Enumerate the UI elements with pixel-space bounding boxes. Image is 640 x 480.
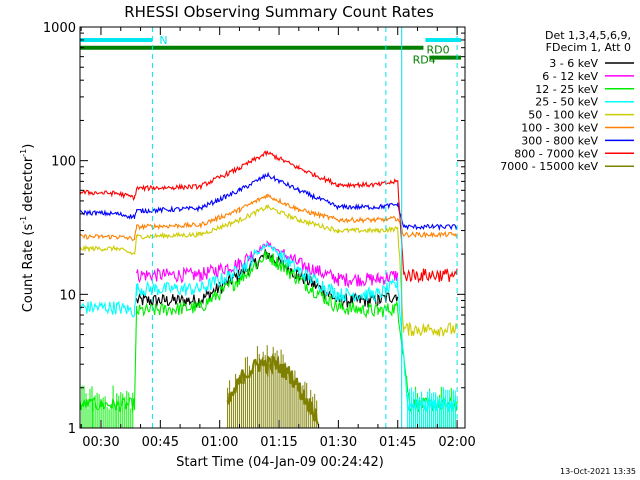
timestamp: 13-Oct-2021 13:35	[560, 467, 636, 476]
series-3-6-kev	[136, 248, 399, 308]
series-25-50-kev	[79, 242, 458, 428]
series-spikes-25-50-kev	[407, 386, 456, 428]
legend-header-line-1: Det 1,3,4,5,6,9,	[545, 29, 631, 42]
series-line-800-7000-kev	[79, 150, 458, 284]
y-axis-title-part-3: )	[21, 144, 36, 149]
series-line-3-6-kev	[136, 248, 399, 308]
series-300-800-kev	[79, 171, 458, 232]
legend-label-800-7000-kev: 800 - 7000 keV	[514, 147, 598, 160]
y-axis-title: Count Rate (s-1 detector-1)	[19, 144, 36, 313]
series-800-7000-kev	[79, 150, 458, 284]
x-tick-label-0030: 00:30	[82, 435, 119, 450]
series-6-12-kev	[136, 239, 399, 289]
y-axis-title-part-2: detector	[21, 156, 36, 216]
legend-label-6-12-kev: 6 - 12 keV	[542, 70, 598, 83]
x-tick-label-0200: 02:00	[438, 435, 475, 450]
y-axis-title-sup-2: -1	[19, 149, 28, 157]
series-line-300-800-kev	[79, 171, 458, 232]
legend-label-300-800-kev: 300 - 800 keV	[521, 134, 598, 147]
x-axis-title: Start Time (04-Jan-09 00:24:42)	[176, 455, 384, 470]
x-tick-label-0045: 00:45	[142, 435, 179, 450]
annotation-label-n: N	[159, 34, 167, 47]
series-50-100-kev	[79, 203, 458, 337]
legend-label-50-100-kev: 50 - 100 keV	[528, 109, 598, 122]
x-tick-label-0100: 01:00	[201, 435, 238, 450]
y-tick-label-1000: 1000	[43, 21, 76, 36]
annotation-label-rd4: RD4	[413, 54, 436, 67]
series-line-12-25-kev	[79, 250, 458, 413]
legend-label-100-300-kev: 100 - 300 keV	[521, 122, 598, 135]
series-line-100-300-kev	[79, 193, 458, 242]
series-line-50-100-kev	[79, 203, 458, 337]
legend-label-3-6-kev: 3 - 6 keV	[549, 57, 598, 70]
x-tick-label-0145: 01:45	[379, 435, 416, 450]
series-7000-15000-kev	[226, 345, 319, 428]
legend-label-12-25-kev: 12 - 25 keV	[535, 83, 598, 96]
x-tick-label-0130: 01:30	[320, 435, 357, 450]
series-spikes-7000-15000-kev	[227, 345, 318, 428]
series-100-300-kev	[79, 193, 458, 242]
x-tick-label-0115: 01:15	[260, 435, 297, 450]
chart-title: RHESSI Observing Summary Count Rates	[124, 3, 434, 21]
y-tick-label-100: 100	[51, 155, 76, 170]
y-tick-label-10: 10	[59, 288, 76, 303]
y-axis-title-part-1: Count Rate (s	[21, 224, 36, 313]
series-line-25-50-kev	[79, 242, 458, 413]
plot-frame	[79, 26, 466, 429]
legend-label-25-50-kev: 25 - 50 keV	[535, 96, 598, 109]
y-axis-title-sup-1: -1	[19, 216, 28, 224]
annotation-label-rd0: RD0	[426, 44, 449, 57]
series-line-6-12-kev	[136, 239, 399, 289]
legend-label-7000-15000-kev: 7000 - 15000 keV	[500, 160, 598, 173]
y-tick-label-1: 1	[68, 422, 76, 437]
legend-header-line-2: FDecim 1, Att 0	[546, 41, 631, 54]
